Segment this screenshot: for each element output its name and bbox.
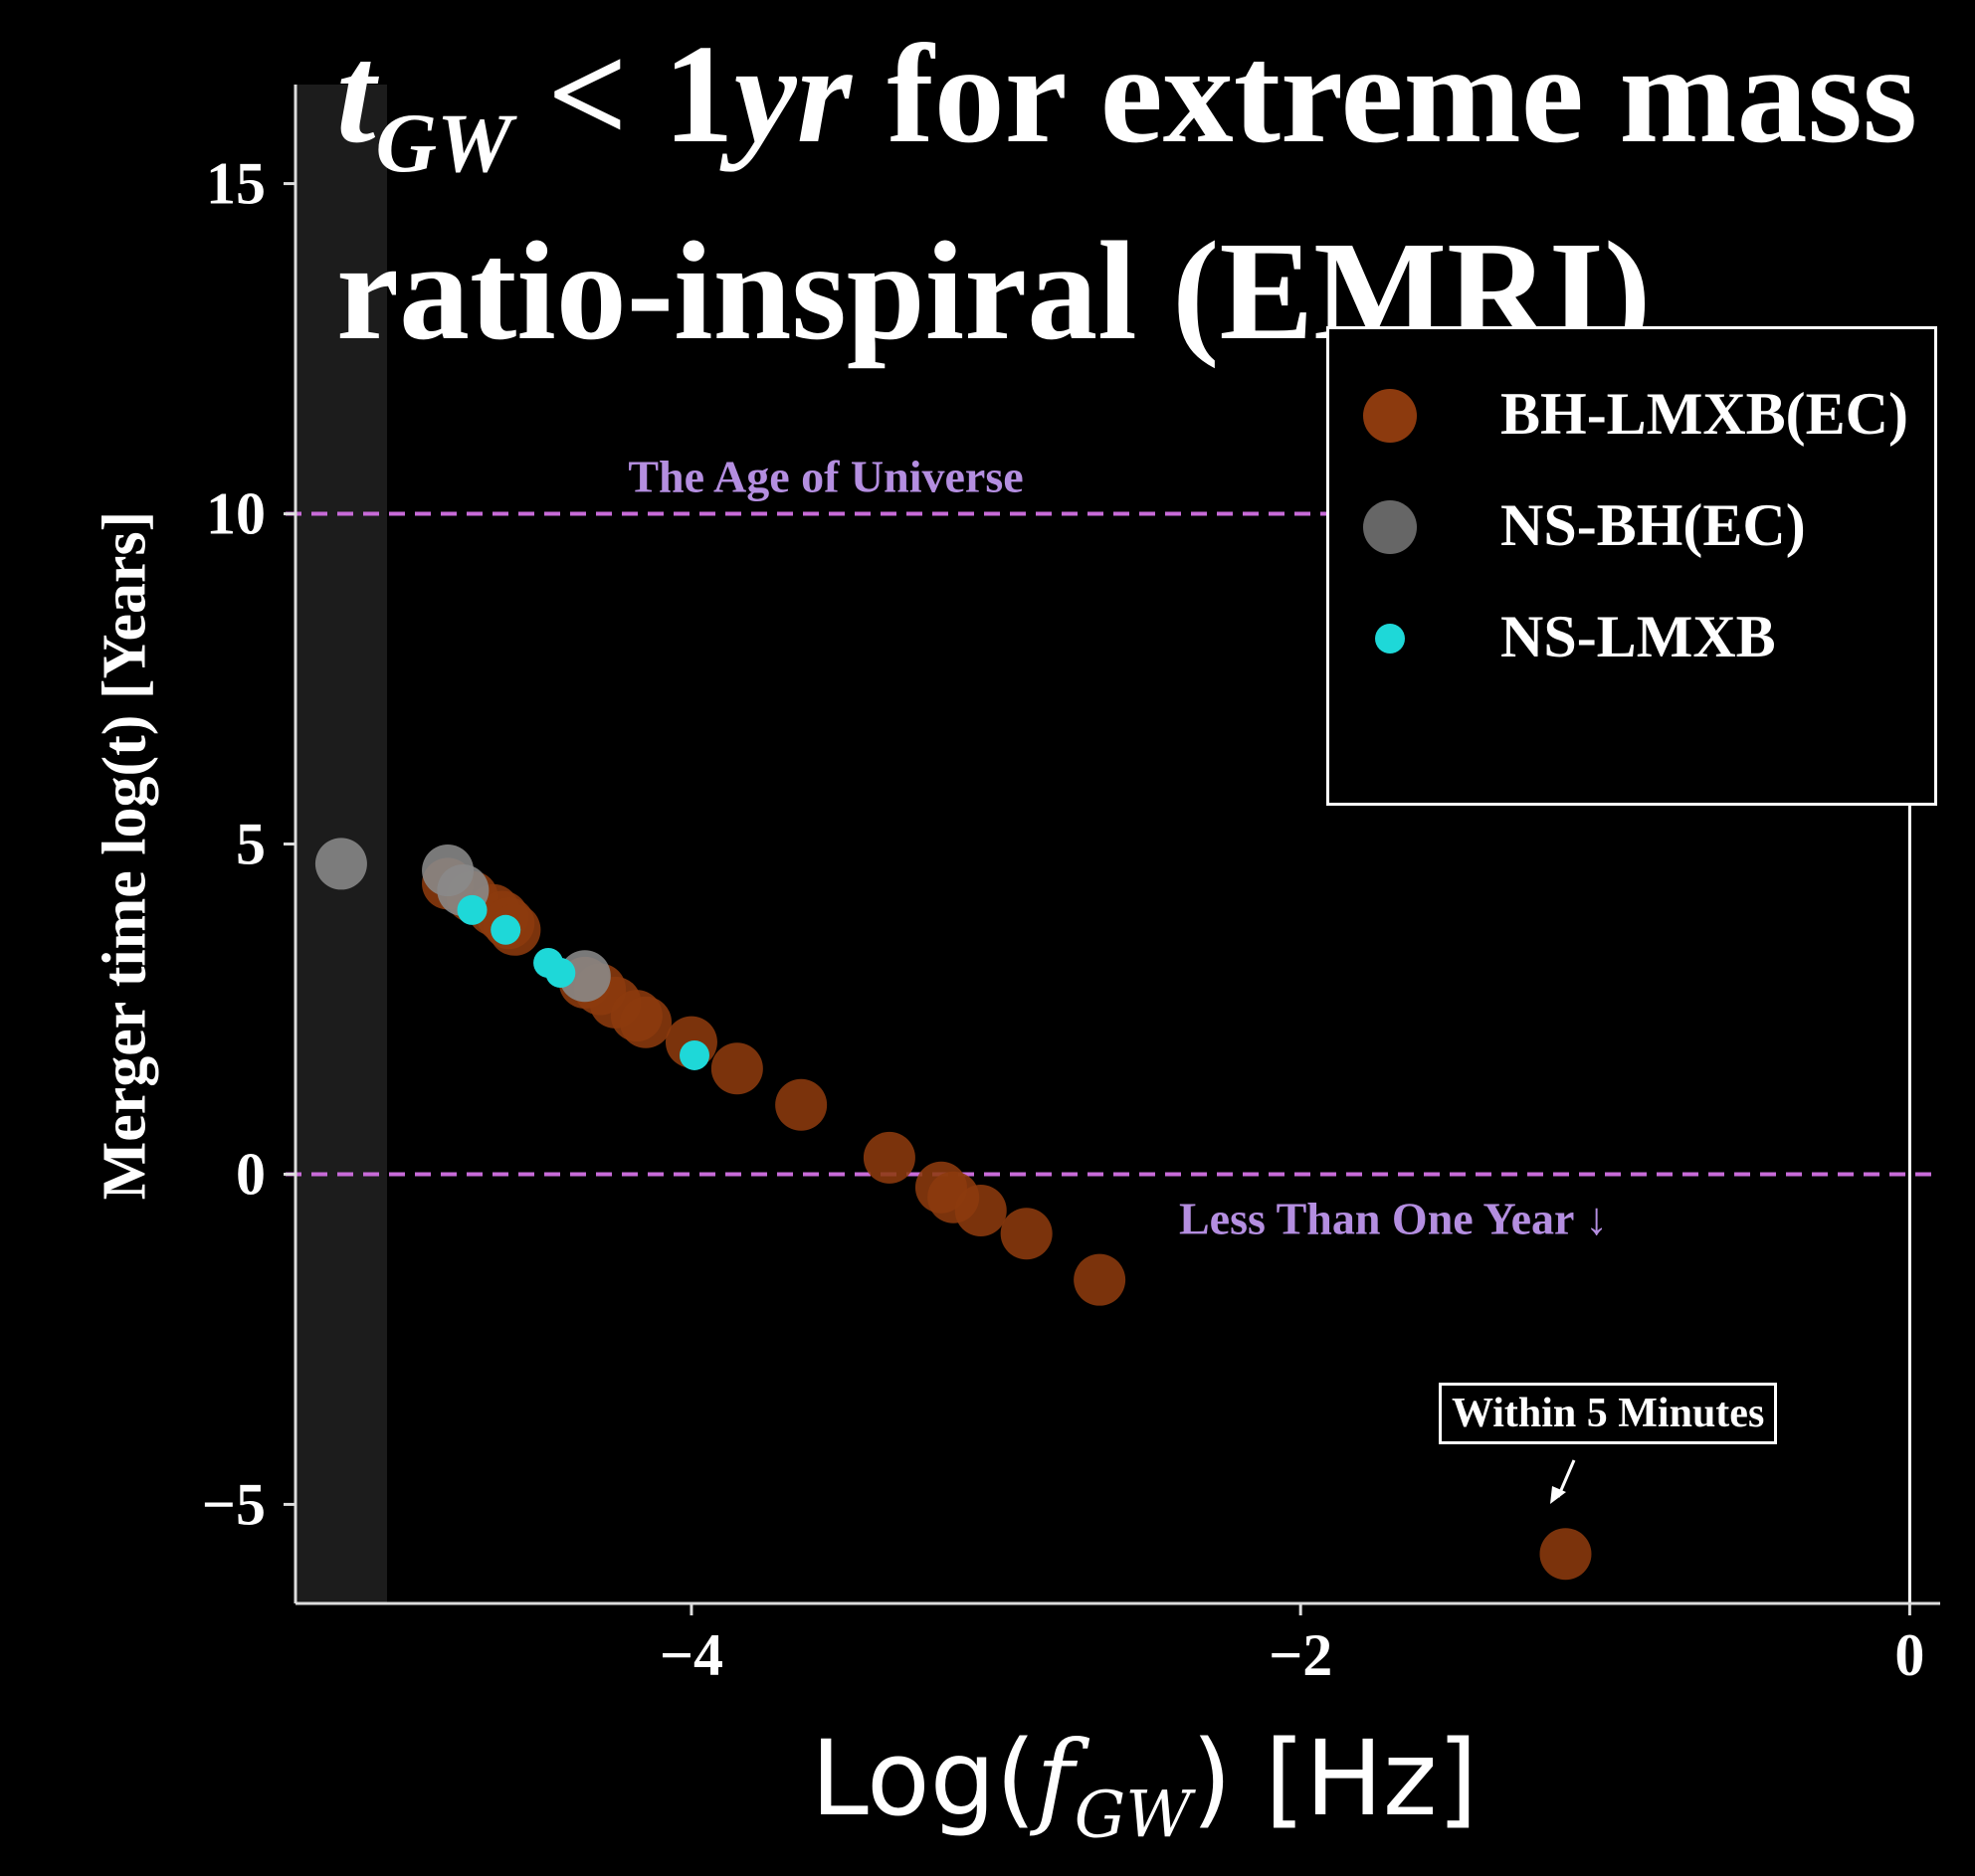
point-bh-lmxb-ec [954,1184,1007,1236]
point-bh-lmxb-ec [710,1042,763,1095]
point-ns-lmxb [491,914,521,945]
point-bh-lmxb-ec [863,1131,915,1184]
less-than-year-label: Less Than One Year ↓ [1179,1193,1608,1243]
x-label-prefix: Log( [810,1718,1037,1839]
y-tick-label: −5 [202,1471,266,1537]
point-bh-lmxb-ec [775,1078,828,1131]
x-axis-label: Log(fGW) [Hz] [696,1719,1592,1876]
x-tick-label: −2 [1269,1622,1332,1688]
x-label-math: f [1036,1718,1075,1839]
legend-marker-ns-lmxb [1375,624,1405,654]
legend-label-ns-bh: NS-BH(EC) [1500,492,1806,558]
legend-marker-ns-bh [1363,500,1417,554]
chart-title: tGW < 1yr for extreme mass ratio-inspira… [336,20,1968,364]
y-tick-label: 10 [206,481,266,547]
callout-arrow-head [1550,1486,1566,1504]
y-tick-label: 5 [236,812,266,877]
point-ns-lmxb [680,1039,710,1070]
title-line1: for extreme mass [851,15,1918,172]
point-ns-lmxb [545,957,576,988]
legend-item-ns-lmxb: NS-LMXB [1329,592,1934,701]
within-5-minutes-callout: Within 5 Minutes [1439,1383,1778,1444]
legend-label-ns-lmxb: NS-LMXB [1500,604,1776,669]
legend-label-bh-lmxb: BH-LMXB(EC) [1500,381,1908,447]
y-axis-label: Merger time log(t) [Years] [91,510,159,1201]
point-bh-lmxb-ec [1539,1528,1592,1581]
y-tick-label: 15 [206,151,266,217]
legend-marker-bh-lmxb [1363,389,1417,443]
legend-item-bh-lmxb: BH-LMXB(EC) [1329,369,1934,478]
point-ns-bh-ec [314,838,367,890]
x-label-suffix: ) [Hz] [1191,1718,1479,1839]
legend: BH-LMXB(EC) NS-BH(EC) NS-LMXB [1326,326,1937,806]
title-math-sub: GW [375,95,512,190]
title-math-t: t [336,15,376,172]
point-ns-lmxb [457,894,488,925]
legend-item-ns-bh: NS-BH(EC) [1329,480,1934,590]
title-math-rest: < 1 [511,15,734,172]
x-tick-label: 0 [1894,1622,1924,1688]
point-bh-lmxb-ec [1074,1253,1126,1306]
title-math-yr: yr [733,15,852,172]
point-bh-lmxb-ec [620,996,673,1048]
age-universe-label: The Age of Universe [628,452,1023,502]
point-ns-bh-ec [558,950,611,1003]
x-tick-label: −4 [660,1622,723,1688]
y-tick-label: 0 [236,1141,266,1207]
point-bh-lmxb-ec [1000,1208,1053,1260]
x-label-sub: GW [1074,1778,1192,1853]
